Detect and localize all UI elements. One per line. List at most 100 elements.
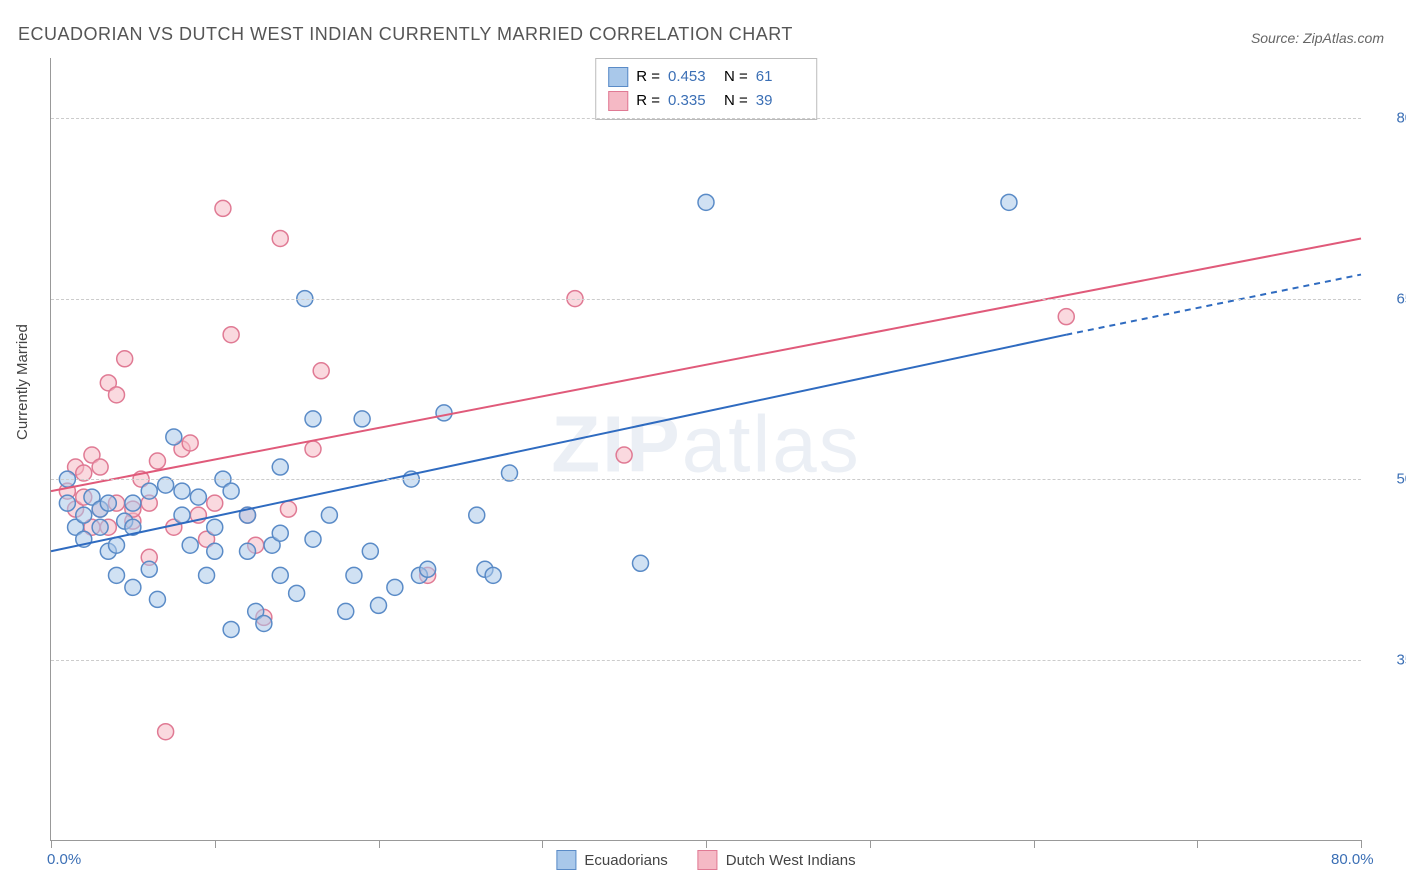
scatter-point (149, 453, 165, 469)
legend-swatch-dutch (698, 850, 718, 870)
y-tick-label: 80.0% (1396, 110, 1406, 127)
scatter-point (199, 567, 215, 583)
scatter-point (223, 621, 239, 637)
scatter-point (362, 543, 378, 559)
trend-line (51, 238, 1361, 491)
y-tick-label: 65.0% (1396, 290, 1406, 307)
scatter-point (346, 567, 362, 583)
scatter-point (272, 567, 288, 583)
r-value-0: 0.453 (668, 65, 716, 89)
legend-swatch-dutch (608, 91, 628, 111)
scatter-point (215, 200, 231, 216)
scatter-point (698, 194, 714, 210)
chart-plot-area: ZIPatlas R = 0.453 N = 61 R = 0.335 N = … (50, 58, 1361, 841)
scatter-point (76, 507, 92, 523)
scatter-point (436, 405, 452, 421)
scatter-svg (51, 58, 1361, 840)
scatter-point (190, 489, 206, 505)
scatter-point (174, 483, 190, 499)
trend-line-extrapolated (1066, 275, 1361, 335)
series-legend-item-0: Ecuadorians (556, 850, 667, 870)
gridline-h (51, 660, 1361, 661)
scatter-point (280, 501, 296, 517)
scatter-point (174, 507, 190, 523)
scatter-point (92, 459, 108, 475)
scatter-point (223, 327, 239, 343)
scatter-point (117, 351, 133, 367)
x-tick-label: 0.0% (47, 851, 81, 868)
x-tick (379, 840, 380, 848)
n-value-1: 39 (756, 89, 804, 113)
scatter-point (59, 495, 75, 511)
scatter-point (321, 507, 337, 523)
gridline-h (51, 479, 1361, 480)
x-tick (215, 840, 216, 848)
scatter-point (125, 579, 141, 595)
scatter-point (420, 561, 436, 577)
x-tick (706, 840, 707, 848)
scatter-point (305, 531, 321, 547)
scatter-point (207, 495, 223, 511)
scatter-point (109, 537, 125, 553)
scatter-point (100, 495, 116, 511)
series-legend-label-1: Dutch West Indians (726, 852, 856, 869)
r-label: R = (636, 65, 660, 89)
scatter-point (182, 435, 198, 451)
scatter-point (305, 411, 321, 427)
scatter-point (616, 447, 632, 463)
x-tick-label: 80.0% (1331, 851, 1374, 868)
scatter-point (387, 579, 403, 595)
r-value-1: 0.335 (668, 89, 716, 113)
scatter-point (272, 525, 288, 541)
gridline-h (51, 299, 1361, 300)
n-label: N = (724, 65, 748, 89)
scatter-point (469, 507, 485, 523)
x-tick (1197, 840, 1198, 848)
x-tick (51, 840, 52, 848)
y-axis-label: Currently Married (14, 324, 31, 440)
n-label: N = (724, 89, 748, 113)
scatter-point (125, 495, 141, 511)
scatter-point (149, 591, 165, 607)
y-tick-label: 50.0% (1396, 471, 1406, 488)
x-tick (870, 840, 871, 848)
trend-line (51, 335, 1066, 552)
scatter-point (633, 555, 649, 571)
scatter-point (371, 597, 387, 613)
scatter-point (141, 561, 157, 577)
scatter-point (354, 411, 370, 427)
scatter-point (1058, 309, 1074, 325)
series-legend-item-1: Dutch West Indians (698, 850, 856, 870)
legend-swatch-ecuadorians (556, 850, 576, 870)
chart-title: ECUADORIAN VS DUTCH WEST INDIAN CURRENTL… (18, 24, 793, 45)
scatter-point (141, 483, 157, 499)
n-value-0: 61 (756, 65, 804, 89)
scatter-point (338, 603, 354, 619)
scatter-point (109, 567, 125, 583)
scatter-point (305, 441, 321, 457)
scatter-point (240, 543, 256, 559)
series-legend-label-0: Ecuadorians (584, 852, 667, 869)
scatter-point (289, 585, 305, 601)
gridline-h (51, 118, 1361, 119)
scatter-point (207, 519, 223, 535)
stats-legend-row-1: R = 0.335 N = 39 (608, 89, 804, 113)
scatter-point (272, 230, 288, 246)
x-tick (1034, 840, 1035, 848)
source-label: Source: ZipAtlas.com (1251, 30, 1384, 46)
x-tick (1361, 840, 1362, 848)
scatter-point (109, 387, 125, 403)
stats-legend: R = 0.453 N = 61 R = 0.335 N = 39 (595, 58, 817, 120)
series-legend: Ecuadorians Dutch West Indians (556, 850, 855, 870)
scatter-point (166, 429, 182, 445)
r-label: R = (636, 89, 660, 113)
scatter-point (158, 724, 174, 740)
scatter-point (92, 519, 108, 535)
scatter-point (313, 363, 329, 379)
scatter-point (256, 615, 272, 631)
legend-swatch-ecuadorians (608, 67, 628, 87)
scatter-point (223, 483, 239, 499)
scatter-point (485, 567, 501, 583)
x-tick (542, 840, 543, 848)
scatter-point (1001, 194, 1017, 210)
